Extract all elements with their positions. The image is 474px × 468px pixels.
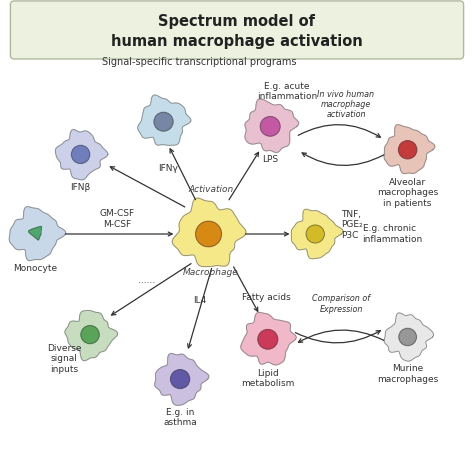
Text: In vivo human
macrophage
activation: In vivo human macrophage activation (318, 89, 374, 119)
Polygon shape (292, 209, 343, 259)
Text: Diverse
signal
inputs: Diverse signal inputs (47, 344, 81, 374)
Polygon shape (384, 313, 434, 361)
Circle shape (154, 112, 173, 131)
Polygon shape (155, 353, 209, 405)
Polygon shape (138, 95, 191, 146)
Circle shape (196, 221, 221, 247)
Text: Lipid
metabolism: Lipid metabolism (241, 369, 294, 388)
Polygon shape (28, 227, 42, 240)
Polygon shape (55, 130, 108, 180)
Circle shape (306, 225, 324, 243)
FancyBboxPatch shape (10, 1, 464, 59)
Text: IFNγ: IFNγ (158, 164, 178, 173)
Text: Fatty acids: Fatty acids (242, 292, 291, 302)
Text: Spectrum model of: Spectrum model of (158, 14, 316, 29)
Text: IFNβ: IFNβ (71, 183, 91, 192)
Circle shape (399, 329, 416, 345)
Text: LPS: LPS (262, 155, 278, 164)
Text: Murine
macrophages: Murine macrophages (377, 364, 438, 383)
Text: Monocyte: Monocyte (13, 264, 58, 273)
Text: Macrophage: Macrophage (183, 268, 239, 277)
Polygon shape (172, 198, 246, 267)
Circle shape (399, 141, 417, 159)
Circle shape (258, 329, 278, 349)
Polygon shape (384, 124, 435, 174)
Polygon shape (65, 310, 118, 361)
Text: IL4: IL4 (193, 296, 206, 305)
Text: E.g. chronic
inflammation: E.g. chronic inflammation (363, 224, 423, 244)
Circle shape (81, 326, 99, 344)
Polygon shape (9, 207, 66, 261)
Text: Alveolar
macrophages
in patients: Alveolar macrophages in patients (377, 178, 438, 208)
Text: E.g. acute
inflammation: E.g. acute inflammation (256, 82, 317, 101)
Circle shape (171, 370, 190, 388)
Text: TNF,
PGE₂
P3C: TNF, PGE₂ P3C (341, 210, 363, 240)
Text: ......: ...... (138, 276, 155, 285)
Text: Activation: Activation (188, 185, 234, 194)
Polygon shape (241, 313, 296, 365)
Text: GM-CSF
M-CSF: GM-CSF M-CSF (100, 209, 135, 229)
Polygon shape (245, 99, 299, 153)
Text: E.g. in
asthma: E.g. in asthma (163, 408, 197, 427)
Circle shape (260, 117, 280, 136)
Text: human macrophage activation: human macrophage activation (111, 34, 363, 49)
Circle shape (72, 146, 90, 163)
Text: Comparison of
Expression: Comparison of Expression (312, 294, 370, 314)
Text: Signal-specific transcriptional programs: Signal-specific transcriptional programs (102, 57, 296, 67)
